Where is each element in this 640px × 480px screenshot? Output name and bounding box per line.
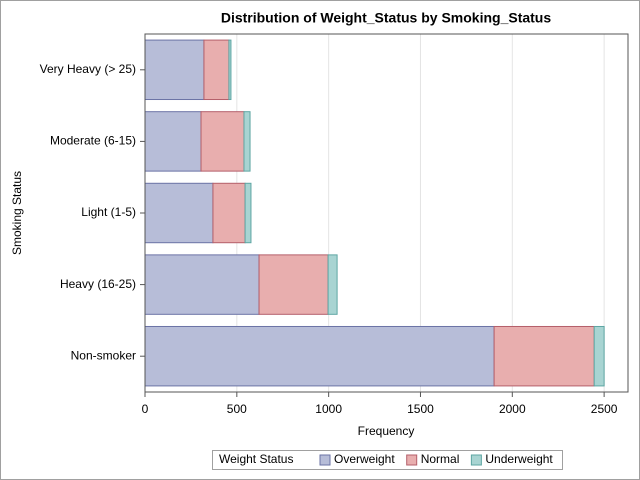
y-tick-label: Non-smoker [71,348,136,362]
x-axis-label: Frequency [358,424,415,438]
y-axis-label: Smoking Status [10,171,24,255]
bar-segment [212,182,246,244]
bar-segment [258,254,329,315]
legend-title: Weight Status [219,452,293,466]
bar-segment [243,111,251,172]
y-tick-label: Heavy (16-25) [60,277,136,291]
x-tick-label: 2500 [591,402,618,416]
bar-segment [144,111,202,172]
legend-label: Underweight [485,452,553,466]
bar-segment [593,325,605,387]
plot-frame [144,33,629,393]
legend-swatch [406,454,418,466]
bar-segment [144,254,260,315]
bar-segment [203,39,230,101]
chart-title: Distribution of Weight_Status by Smoking… [221,10,552,26]
legend-label: Overweight [334,452,395,466]
bar-segment [244,182,252,244]
legend-label: Normal [421,452,460,466]
x-tick-label: 0 [142,402,149,416]
x-tick-label: 1500 [407,402,434,416]
y-tick-label: Very Heavy (> 25) [40,62,136,76]
x-tick-label: 500 [227,402,247,416]
x-tick-label: 1000 [315,402,342,416]
legend-swatch [319,454,331,466]
bar-segment [228,39,232,101]
bar-segment [144,182,214,244]
bar-segment [200,111,245,172]
bar-segment [327,254,338,315]
bar-segment [493,325,595,387]
y-tick-label: Light (1-5) [81,205,136,219]
legend-swatch [470,454,482,466]
bar-segment [144,325,495,387]
x-tick-label: 2000 [499,402,526,416]
bar-segment [144,39,205,101]
y-tick-label: Moderate (6-15) [50,134,136,148]
